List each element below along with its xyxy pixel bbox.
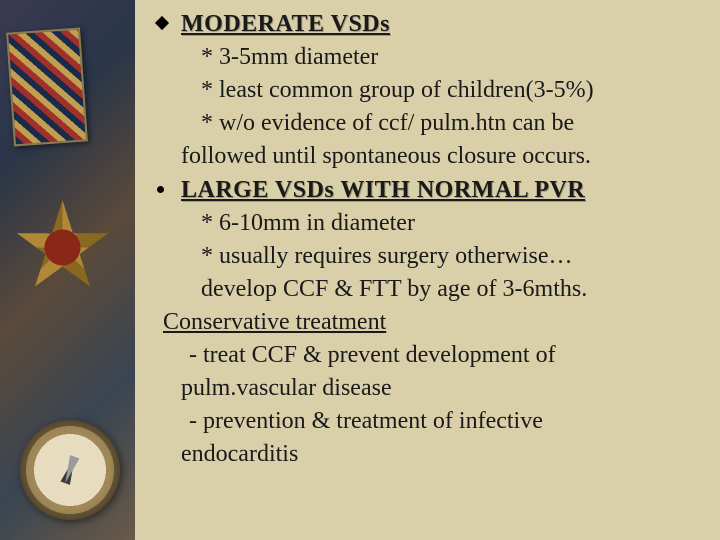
body-line: pulm.vascular disease	[153, 372, 702, 405]
subsection-title-text: Conservative treatment	[163, 309, 386, 335]
decorative-sidebar	[0, 0, 135, 540]
body-line: * 3-5mm diameter	[153, 41, 702, 74]
body-line: followed until spontaneous closure occur…	[153, 140, 702, 173]
compass-icon	[20, 420, 120, 520]
heading-text: MODERATE VSDs	[181, 11, 390, 37]
body-line: * usually requires surgery otherwise…	[153, 240, 702, 273]
section-heading: MODERATE VSDs	[153, 8, 702, 41]
body-line: develop CCF & FTT by age of 3-6mths.	[153, 273, 702, 306]
body-line: * least common group of children(3-5%)	[153, 74, 702, 107]
section-heading: LARGE VSDs WITH NORMAL PVR	[153, 174, 702, 207]
slide-content: MODERATE VSDs * 3-5mm diameter * least c…	[135, 0, 720, 540]
body-line: endocarditis	[153, 438, 702, 471]
body-line: * w/o evidence of ccf/ pulm.htn can be	[153, 107, 702, 140]
body-line: * 6-10mm in diameter	[153, 207, 702, 240]
subsection-title: Conservative treatment	[153, 306, 702, 339]
body-line: - prevention & treatment of infective	[153, 405, 702, 438]
body-line: - treat CCF & prevent development of	[153, 339, 702, 372]
heading-text: LARGE VSDs WITH NORMAL PVR	[181, 177, 585, 203]
